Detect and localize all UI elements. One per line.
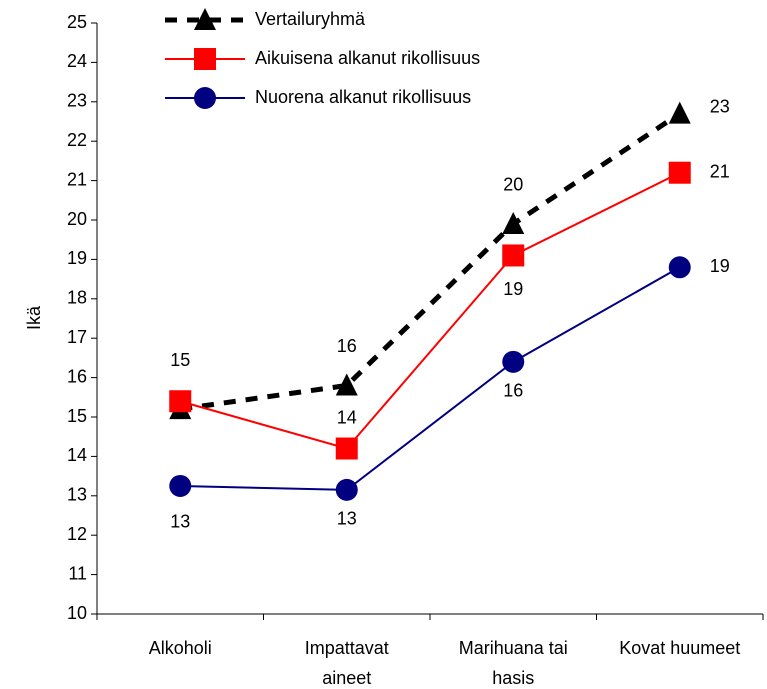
series-line	[179, 171, 681, 450]
x-tick-label: Kovat huumeet	[619, 638, 740, 658]
y-tick-label: 22	[67, 130, 87, 150]
y-tick-label: 17	[67, 327, 87, 347]
legend-marker	[194, 87, 216, 109]
legend-marker	[194, 8, 216, 30]
y-tick-label: 25	[67, 12, 87, 32]
y-tick-label: 12	[67, 524, 87, 544]
legend-label: Vertailuryhmä	[255, 9, 366, 29]
data-label: 19	[710, 256, 730, 276]
data-point	[169, 474, 192, 497]
data-label: 16	[503, 381, 523, 401]
data-label: 23	[710, 96, 730, 116]
data-point	[335, 373, 358, 396]
series-line	[179, 111, 682, 412]
x-tick-label: Impattavat aineet	[305, 638, 389, 688]
y-tick-label: 13	[67, 485, 87, 505]
data-label: 19	[503, 279, 523, 299]
data-point	[668, 256, 691, 279]
y-tick-label: 16	[67, 366, 87, 386]
y-tick-label: 15	[67, 406, 87, 426]
y-axis-label: Ikä	[24, 305, 44, 330]
legend-label: Aikuisena alkanut rikollisuus	[255, 48, 480, 68]
data-label: 13	[170, 512, 190, 532]
data-point	[502, 211, 525, 234]
data-label: 16	[337, 336, 357, 356]
y-tick-label: 19	[67, 248, 87, 268]
data-point	[335, 437, 358, 460]
y-tick-label: 11	[68, 563, 87, 583]
data-point	[169, 390, 192, 413]
y-tick-label: 23	[67, 91, 87, 111]
data-point	[668, 101, 691, 124]
data-point	[502, 350, 525, 373]
x-tick-label: Alkoholi	[149, 638, 212, 658]
y-tick-label: 24	[67, 51, 87, 71]
data-point	[335, 478, 358, 501]
y-tick-label: 18	[67, 288, 87, 308]
legend-marker	[194, 48, 216, 70]
x-tick-label: Marihuana tai hasis	[459, 638, 568, 688]
y-tick-label: 21	[67, 169, 87, 189]
data-label: 13	[337, 509, 357, 529]
series-line	[180, 266, 681, 491]
y-tick-label: 20	[67, 209, 87, 229]
data-point	[668, 161, 691, 184]
data-label: 15	[170, 350, 190, 370]
data-point	[502, 244, 525, 267]
y-tick-label: 10	[67, 603, 87, 623]
data-label: 14	[337, 407, 357, 427]
data-label: 20	[503, 175, 523, 195]
y-tick-label: 14	[67, 445, 87, 465]
legend-label: Nuorena alkanut rikollisuus	[255, 87, 471, 107]
data-label: 21	[710, 161, 730, 181]
